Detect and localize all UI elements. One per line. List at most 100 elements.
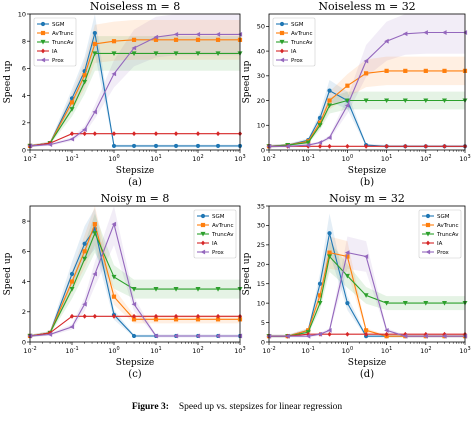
data-point-truncav bbox=[195, 51, 201, 56]
plot-frame bbox=[268, 13, 466, 151]
legend-marker bbox=[279, 21, 285, 27]
legend: SGM AvTrunc TruncAv IA Prox bbox=[418, 209, 462, 259]
x-tick-label: 102 bbox=[420, 154, 431, 163]
series-line-truncav bbox=[29, 52, 240, 147]
y-tick-label: 0 bbox=[22, 146, 26, 154]
band-avtrunc bbox=[30, 206, 240, 338]
y-tick-label: 25 bbox=[257, 241, 265, 249]
x-tick-label: 100 bbox=[342, 154, 353, 163]
legend-marker bbox=[40, 21, 46, 27]
x-tick-label: 103 bbox=[459, 346, 470, 355]
band-prox bbox=[30, 206, 240, 338]
data-point-truncav bbox=[442, 98, 448, 104]
legend-entry: TruncAv bbox=[51, 40, 74, 46]
data-point-sgm bbox=[69, 271, 75, 277]
x-tick-label: 10-2 bbox=[23, 154, 36, 163]
data-point-avtrunc bbox=[195, 317, 201, 322]
data-point-prox bbox=[317, 331, 323, 337]
legend-entry: AvTrunc bbox=[437, 223, 459, 229]
data-point-sgm bbox=[153, 143, 159, 149]
data-point-avtrunc bbox=[403, 68, 408, 73]
band-avtrunc bbox=[30, 20, 240, 148]
data-point-truncav bbox=[215, 51, 221, 56]
legend-marker bbox=[200, 222, 206, 228]
data-point-prox bbox=[363, 254, 369, 259]
data-point-prox bbox=[82, 127, 87, 132]
data-point-ia bbox=[327, 143, 332, 149]
data-point-truncav bbox=[442, 301, 448, 306]
x-tick-label: 10-2 bbox=[262, 346, 275, 355]
data-point-prox bbox=[442, 30, 447, 35]
series-line-prox bbox=[29, 222, 240, 337]
data-point-truncav bbox=[131, 51, 137, 56]
x-axis-label: Stepsize bbox=[116, 358, 154, 368]
subplot-title: Noiseless m = 8 bbox=[90, 0, 180, 13]
data-point-prox bbox=[363, 58, 369, 64]
legend-entry: IA bbox=[212, 241, 218, 247]
data-point-prox bbox=[305, 142, 311, 148]
data-point-truncav bbox=[82, 79, 88, 85]
band-prox bbox=[269, 14, 465, 148]
data-point-sgm bbox=[327, 88, 332, 93]
data-point-ia bbox=[111, 131, 117, 137]
series-line-ia bbox=[29, 133, 240, 147]
data-point-prox bbox=[423, 333, 428, 339]
data-point-prox bbox=[131, 301, 137, 307]
data-point-avtrunc bbox=[423, 68, 428, 73]
series-line-prox bbox=[269, 31, 465, 147]
x-tick-label: 100 bbox=[342, 346, 353, 355]
data-point-ia bbox=[423, 143, 428, 149]
data-point-ia bbox=[92, 131, 97, 137]
data-point-avtrunc bbox=[153, 317, 159, 322]
data-point-truncav bbox=[363, 98, 369, 104]
data-point-ia bbox=[306, 331, 311, 337]
legend-marker bbox=[279, 39, 285, 45]
data-point-ia bbox=[195, 131, 201, 137]
data-point-avtrunc bbox=[111, 294, 117, 299]
data-point-ia bbox=[173, 131, 179, 137]
legend-entry: SGM bbox=[52, 22, 65, 28]
data-point-truncav bbox=[173, 51, 179, 56]
data-point-prox bbox=[111, 71, 117, 77]
data-point-truncav bbox=[82, 256, 88, 262]
legend-entry: Prox bbox=[212, 250, 225, 256]
data-point-avtrunc bbox=[82, 73, 87, 78]
data-point-prox bbox=[92, 109, 97, 115]
data-point-ia bbox=[345, 143, 350, 149]
legend-entry: SGM bbox=[291, 22, 304, 28]
x-tick-label: 102 bbox=[192, 154, 203, 163]
data-point-truncav bbox=[423, 301, 429, 306]
band-sgm bbox=[30, 208, 240, 338]
data-point-sgm bbox=[92, 30, 97, 36]
data-point-avtrunc bbox=[131, 37, 137, 42]
data-point-prox bbox=[327, 135, 332, 141]
data-point-prox bbox=[384, 327, 389, 333]
legend-marker bbox=[279, 30, 285, 36]
band-truncav bbox=[269, 241, 465, 338]
data-point-sgm bbox=[131, 143, 137, 149]
data-point-ia bbox=[384, 143, 389, 149]
data-point-ia bbox=[403, 143, 408, 149]
subplot-4: Noisy m = 32 0 5 10 15 20 25 30 35 10-2 10-1 100 101… bbox=[242, 192, 471, 380]
data-point-truncav bbox=[402, 301, 408, 306]
data-point-avtrunc bbox=[69, 279, 75, 284]
data-point-avtrunc bbox=[327, 98, 332, 103]
legend-entry: Prox bbox=[437, 250, 450, 256]
data-point-avtrunc bbox=[69, 100, 75, 105]
legend-entry: AvTrunc bbox=[52, 31, 74, 37]
y-tick-label: 6 bbox=[22, 65, 26, 73]
data-point-prox bbox=[82, 301, 87, 307]
y-tick-label: 8 bbox=[22, 217, 26, 225]
data-point-prox bbox=[153, 333, 159, 339]
data-point-ia bbox=[364, 143, 369, 149]
legend-marker bbox=[200, 231, 206, 237]
x-axis-label: Stepsize bbox=[348, 166, 386, 176]
legend-marker bbox=[200, 240, 206, 246]
x-tick-label: 10-1 bbox=[302, 154, 315, 163]
data-point-prox bbox=[215, 333, 221, 339]
data-point-avtrunc bbox=[131, 317, 137, 322]
data-point-prox bbox=[402, 31, 408, 37]
data-point-sgm bbox=[111, 143, 117, 149]
data-point-prox bbox=[92, 271, 97, 277]
y-tick-label: 30 bbox=[257, 72, 265, 80]
